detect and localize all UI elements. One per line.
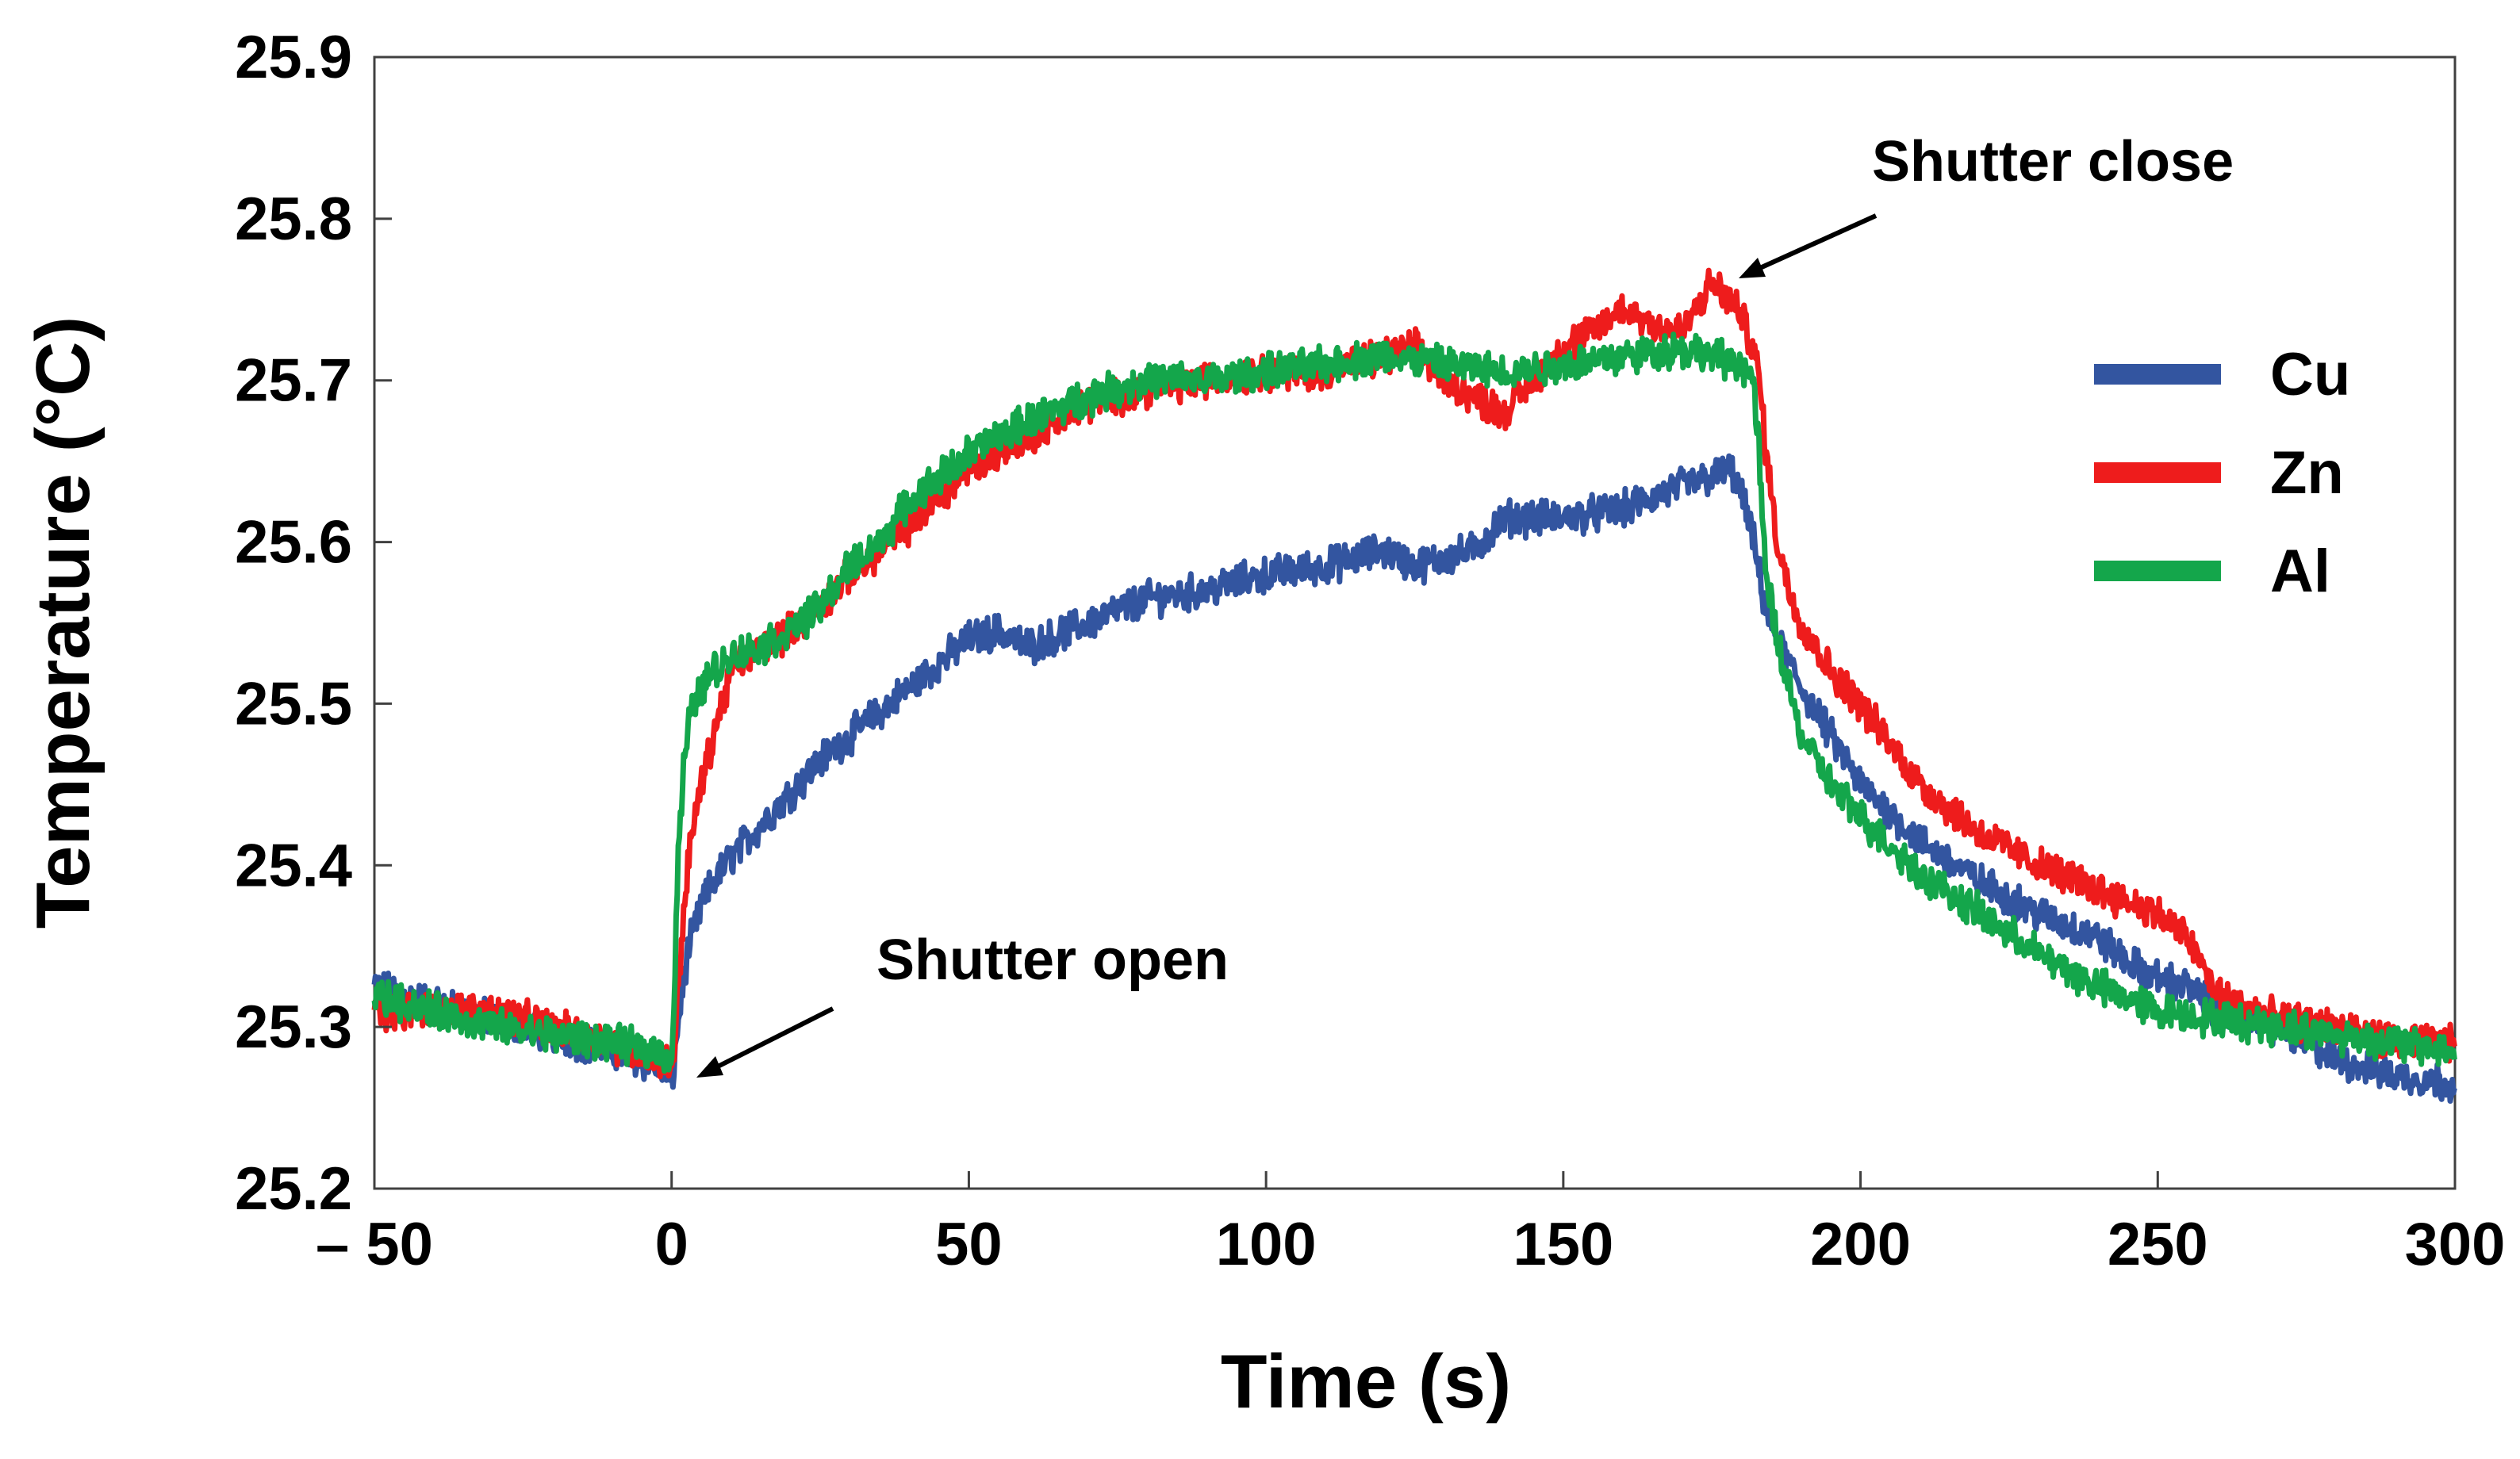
annotations: Shutter open Shutter close <box>696 130 2234 1078</box>
annotation-shutter-close: Shutter close <box>1872 130 2234 193</box>
annotation-arrowhead-shutter-close <box>1739 258 1766 278</box>
y-axis-title: Temperature (°C) <box>21 316 105 929</box>
plot-area-frame <box>373 56 2457 1190</box>
x-tick-label: 50 <box>935 1211 1003 1278</box>
x-axis: – 50 0 50 100 150 200 250 300 <box>316 1171 2505 1278</box>
annotation-arrow-shutter-open <box>708 1006 834 1073</box>
y-tick-label: 25.6 <box>235 509 352 576</box>
legend-label-zn: Zn <box>2270 439 2344 507</box>
y-tick-label: 25.3 <box>235 994 352 1061</box>
y-tick-label: 25.7 <box>235 347 352 415</box>
annotation-arrow-shutter-close <box>1751 213 1878 274</box>
x-tick-label: 0 <box>655 1211 688 1278</box>
x-tick-label: – 50 <box>316 1211 433 1278</box>
y-tick-label: 25.9 <box>235 24 352 91</box>
annotation-shutter-open: Shutter open <box>876 929 1229 992</box>
annotation-arrowhead-shutter-open <box>696 1056 723 1078</box>
x-tick-label: 200 <box>1810 1211 1911 1278</box>
y-tick-label: 25.2 <box>235 1155 352 1223</box>
x-tick-label: 250 <box>2108 1211 2208 1278</box>
y-tick-label: 25.4 <box>235 832 352 899</box>
legend-label-cu: Cu <box>2270 341 2350 408</box>
y-tick-label: 25.5 <box>235 670 352 737</box>
legend: Cu Zn Al <box>2094 341 2350 605</box>
x-axis-title: Time (s) <box>1221 1339 1511 1424</box>
x-tick-label: 100 <box>1216 1211 1317 1278</box>
series-line-al <box>371 331 2457 1074</box>
x-tick-label: 300 <box>2405 1211 2506 1278</box>
y-tick-label: 25.8 <box>235 186 352 253</box>
x-tick-label: 150 <box>1513 1211 1613 1278</box>
legend-label-al: Al <box>2270 538 2330 605</box>
series-layer <box>371 267 2457 1104</box>
y-axis: 25.2 25.3 25.4 25.5 25.6 25.7 25.8 25.9 <box>235 24 392 1223</box>
series-line-cu <box>371 453 2457 1104</box>
